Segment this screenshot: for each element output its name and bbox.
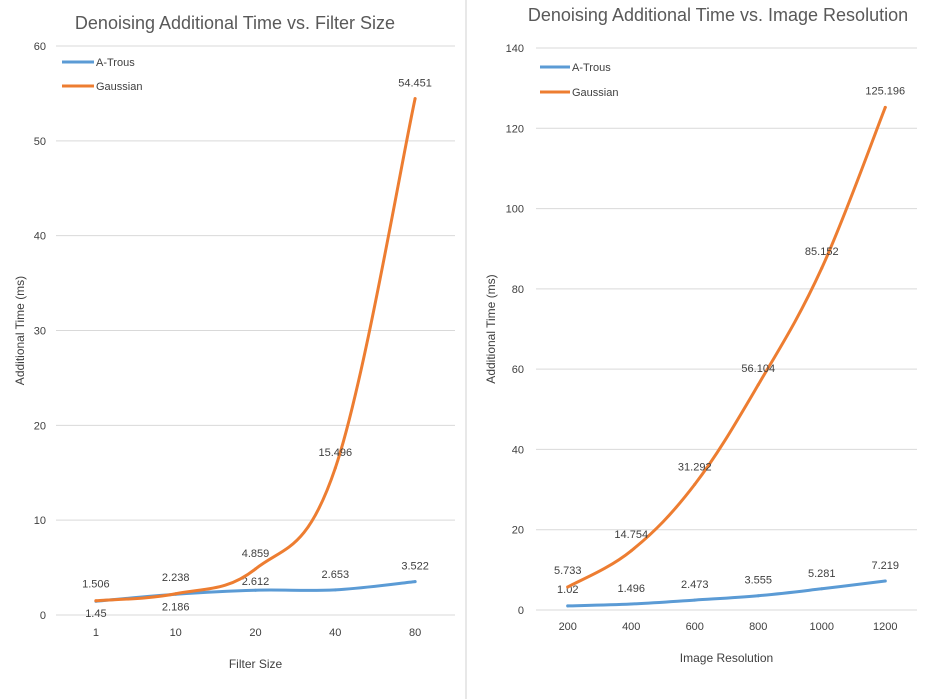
chart1-data-label-a-trous: 2.653 <box>322 569 350 581</box>
chart2-data-label-a-trous: 1.496 <box>617 583 645 595</box>
chart1-data-label-gaussian: 4.859 <box>242 548 270 560</box>
chart1-legend-label-a-trous: A-Trous <box>96 57 135 69</box>
chart2-data-label-gaussian: 125.196 <box>865 85 905 97</box>
chart2-data-point-a-trous <box>883 579 887 583</box>
chart1-y-tick-label: 60 <box>34 41 46 53</box>
chart2-y-tick-label: 120 <box>506 123 524 135</box>
chart2-title: Denoising Additional Time vs. Image Reso… <box>528 5 908 25</box>
chart2-series-line-gaussian <box>566 105 887 589</box>
chart2-data-label-a-trous: 5.281 <box>808 568 836 580</box>
chart2-data-point-gaussian <box>820 266 824 270</box>
chart2-data-point-a-trous <box>629 602 633 606</box>
chart1-data-label-gaussian: 1.506 <box>82 579 110 591</box>
chart1-data-label-a-trous: 2.612 <box>242 576 270 588</box>
chart1-data-point-a-trous <box>413 580 417 584</box>
chart1-data-label-a-trous: 3.522 <box>401 561 429 573</box>
chart2-data-label-gaussian: 14.754 <box>614 529 648 541</box>
chart1-data-point-gaussian <box>254 567 257 571</box>
chart1-series-line-gaussian <box>94 97 417 603</box>
chart2-x-tick-label: 400 <box>622 621 640 633</box>
chart1-data-point-gaussian <box>174 592 178 596</box>
chart2-x-tick-label: 1000 <box>810 621 834 633</box>
chart2-data-label-a-trous: 3.555 <box>744 575 772 587</box>
chart2-data-label-gaussian: 31.292 <box>678 461 712 473</box>
chart2-y-tick-label: 80 <box>512 284 524 296</box>
chart1-data-label-gaussian: 15.496 <box>318 447 352 459</box>
chart2-y-tick-label: 40 <box>512 444 524 456</box>
chart2-data-point-gaussian <box>566 585 570 589</box>
chart1-data-point-gaussian <box>333 466 337 470</box>
chart2-y-tick-label: 20 <box>512 525 524 537</box>
chart2-legend-label-gaussian: Gaussian <box>572 87 618 99</box>
chart2-data-point-gaussian <box>629 549 633 553</box>
chart2-data-point-a-trous <box>566 604 570 608</box>
chart2-data-label-gaussian: 56.104 <box>741 363 775 375</box>
chart2-y-axis-title: Additional Time (ms) <box>484 274 498 383</box>
chart1-title: Denoising Additional Time vs. Filter Siz… <box>75 13 395 33</box>
chart2-data-label-a-trous: 1.02 <box>557 584 578 596</box>
chart1-legend-label-gaussian: Gaussian <box>96 81 142 93</box>
chart1-data-point-a-trous <box>333 588 337 592</box>
chart1-data-label-gaussian: 2.238 <box>162 572 190 584</box>
chart2-data-point-a-trous <box>820 587 824 591</box>
chart2-data-label-gaussian: 5.733 <box>554 565 582 577</box>
chart1-data-point-gaussian <box>413 97 417 101</box>
chart2-y-tick-label: 60 <box>512 364 524 376</box>
chart1-x-axis-title: Filter Size <box>229 657 283 671</box>
chart1-y-tick-label: 10 <box>34 515 46 527</box>
chart2-data-point-gaussian <box>756 383 760 387</box>
chart2-x-tick-label: 800 <box>749 621 767 633</box>
chart1-y-axis-title: Additional Time (ms) <box>13 276 27 385</box>
chart2-data-point-a-trous <box>693 598 697 602</box>
chart1-data-label-a-trous: 1.45 <box>85 608 106 620</box>
chart2-x-tick-label: 200 <box>559 621 577 633</box>
chart1-x-tick-label: 40 <box>329 627 341 639</box>
chart1-y-tick-label: 40 <box>34 231 46 243</box>
chart2-y-tick-label: 140 <box>506 43 524 55</box>
chart1-data-label-gaussian: 54.451 <box>398 78 432 90</box>
chart2-x-tick-label: 1200 <box>873 621 897 633</box>
chart1-x-tick-label: 80 <box>409 627 421 639</box>
chart1-data-label-a-trous: 2.186 <box>162 601 190 613</box>
chart2-x-axis-title: Image Resolution <box>680 651 773 665</box>
chart1-y-tick-label: 20 <box>34 420 46 432</box>
chart2-data-point-gaussian <box>693 482 697 486</box>
chart1-x-tick-label: 1 <box>93 627 99 639</box>
chart2-y-tick-label: 0 <box>518 605 524 617</box>
chart1-x-tick-label: 20 <box>249 627 261 639</box>
chart1-y-tick-label: 50 <box>34 136 46 148</box>
chart2-x-tick-label: 600 <box>686 621 704 633</box>
chart1-y-tick-label: 30 <box>34 326 46 338</box>
chart2-data-point-a-trous <box>756 594 760 598</box>
chart2-data-label-a-trous: 7.219 <box>871 560 899 572</box>
chart2-data-label-gaussian: 85.152 <box>805 246 839 258</box>
chart1-data-point-a-trous <box>254 588 257 592</box>
chart2-series-line-a-trous <box>566 579 887 608</box>
chart1-y-tick-label: 0 <box>40 610 46 622</box>
chart2-y-tick-label: 100 <box>506 204 524 216</box>
chart2-data-point-gaussian <box>883 105 887 109</box>
chart2-legend-label-a-trous: A-Trous <box>572 62 611 74</box>
chart1-data-point-gaussian <box>94 599 98 603</box>
chart1-x-tick-label: 10 <box>170 627 182 639</box>
chart2-data-label-a-trous: 2.473 <box>681 579 709 591</box>
